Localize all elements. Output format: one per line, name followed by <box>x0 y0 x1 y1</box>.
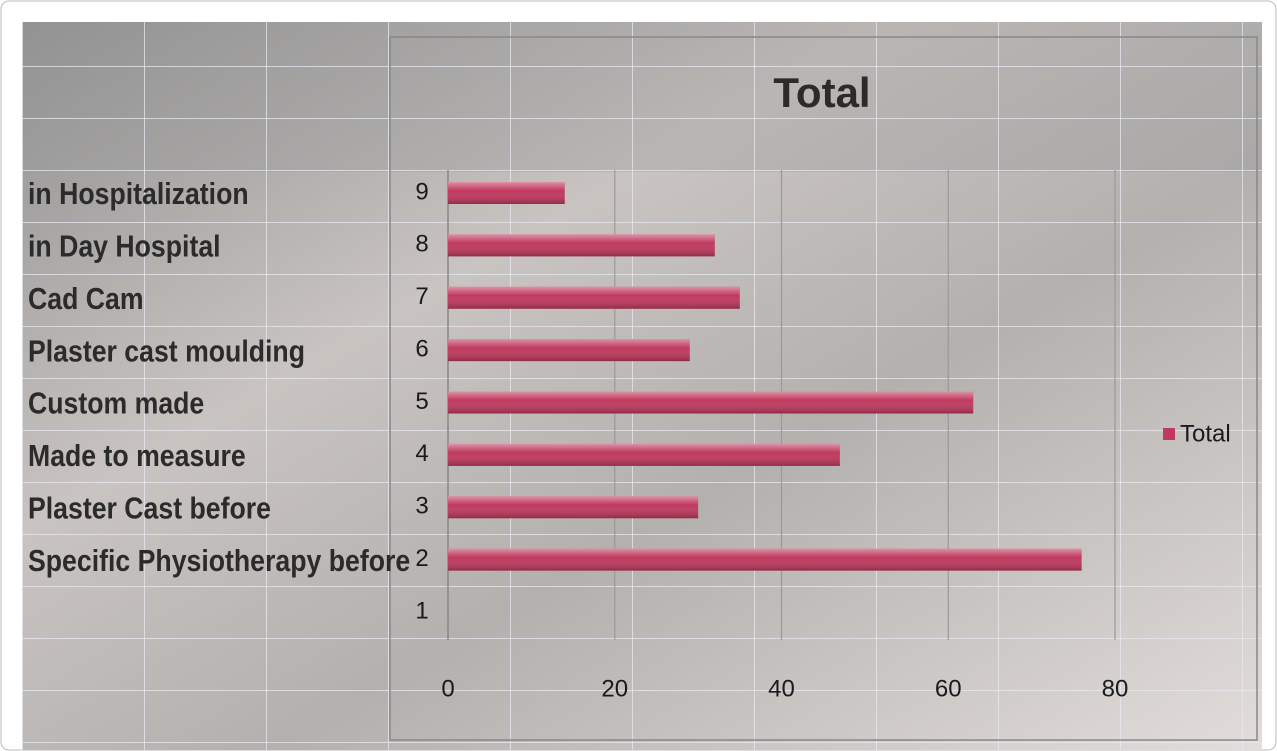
bar-shine <box>448 234 715 257</box>
row-label: Made to measure <box>28 439 246 473</box>
x-tick-label: 0 <box>441 675 454 702</box>
x-tick-label: 20 <box>601 675 628 702</box>
bar-shine <box>448 391 974 414</box>
row-labels: Specific Physiotherapy before Plaster Cas… <box>28 177 410 578</box>
chart-frame <box>389 36 1258 741</box>
x-tick-label: 60 <box>935 675 962 702</box>
y-tick-label: 2 <box>415 545 428 572</box>
sheet-grid <box>22 22 1262 750</box>
x-tick-label: 80 <box>1102 675 1129 702</box>
x-tick-label: 40 <box>768 675 795 702</box>
y-tick-label: 5 <box>415 388 428 415</box>
y-tick-label: 4 <box>415 440 428 467</box>
bar-shine <box>448 496 699 519</box>
y-tick-label: 9 <box>415 178 428 205</box>
legend-swatch <box>1163 428 1175 440</box>
chart-title: Total <box>773 69 870 116</box>
row-label: Plaster cast moulding <box>28 335 305 369</box>
legend-label: Total <box>1180 420 1231 447</box>
row-label: Specific Physiotherapy before <box>28 544 410 578</box>
row-label: in Day Hospital <box>28 230 221 264</box>
y-tick-label: 7 <box>415 283 428 310</box>
y-tick-label: 1 <box>415 597 428 624</box>
bar-shine <box>448 286 740 309</box>
y-tick-label: 8 <box>415 231 428 258</box>
bar-shine <box>448 339 690 362</box>
row-label: Custom made <box>28 387 204 421</box>
y-tick-label: 3 <box>415 493 428 520</box>
bar-shine <box>448 548 1082 571</box>
row-label: in Hospitalization <box>28 177 249 211</box>
bar-shine <box>448 182 565 204</box>
y-tick-label: 6 <box>415 335 428 362</box>
bar-shine <box>448 443 840 466</box>
row-label: Cad Cam <box>28 282 144 316</box>
row-label: Plaster Cast before <box>28 492 271 526</box>
